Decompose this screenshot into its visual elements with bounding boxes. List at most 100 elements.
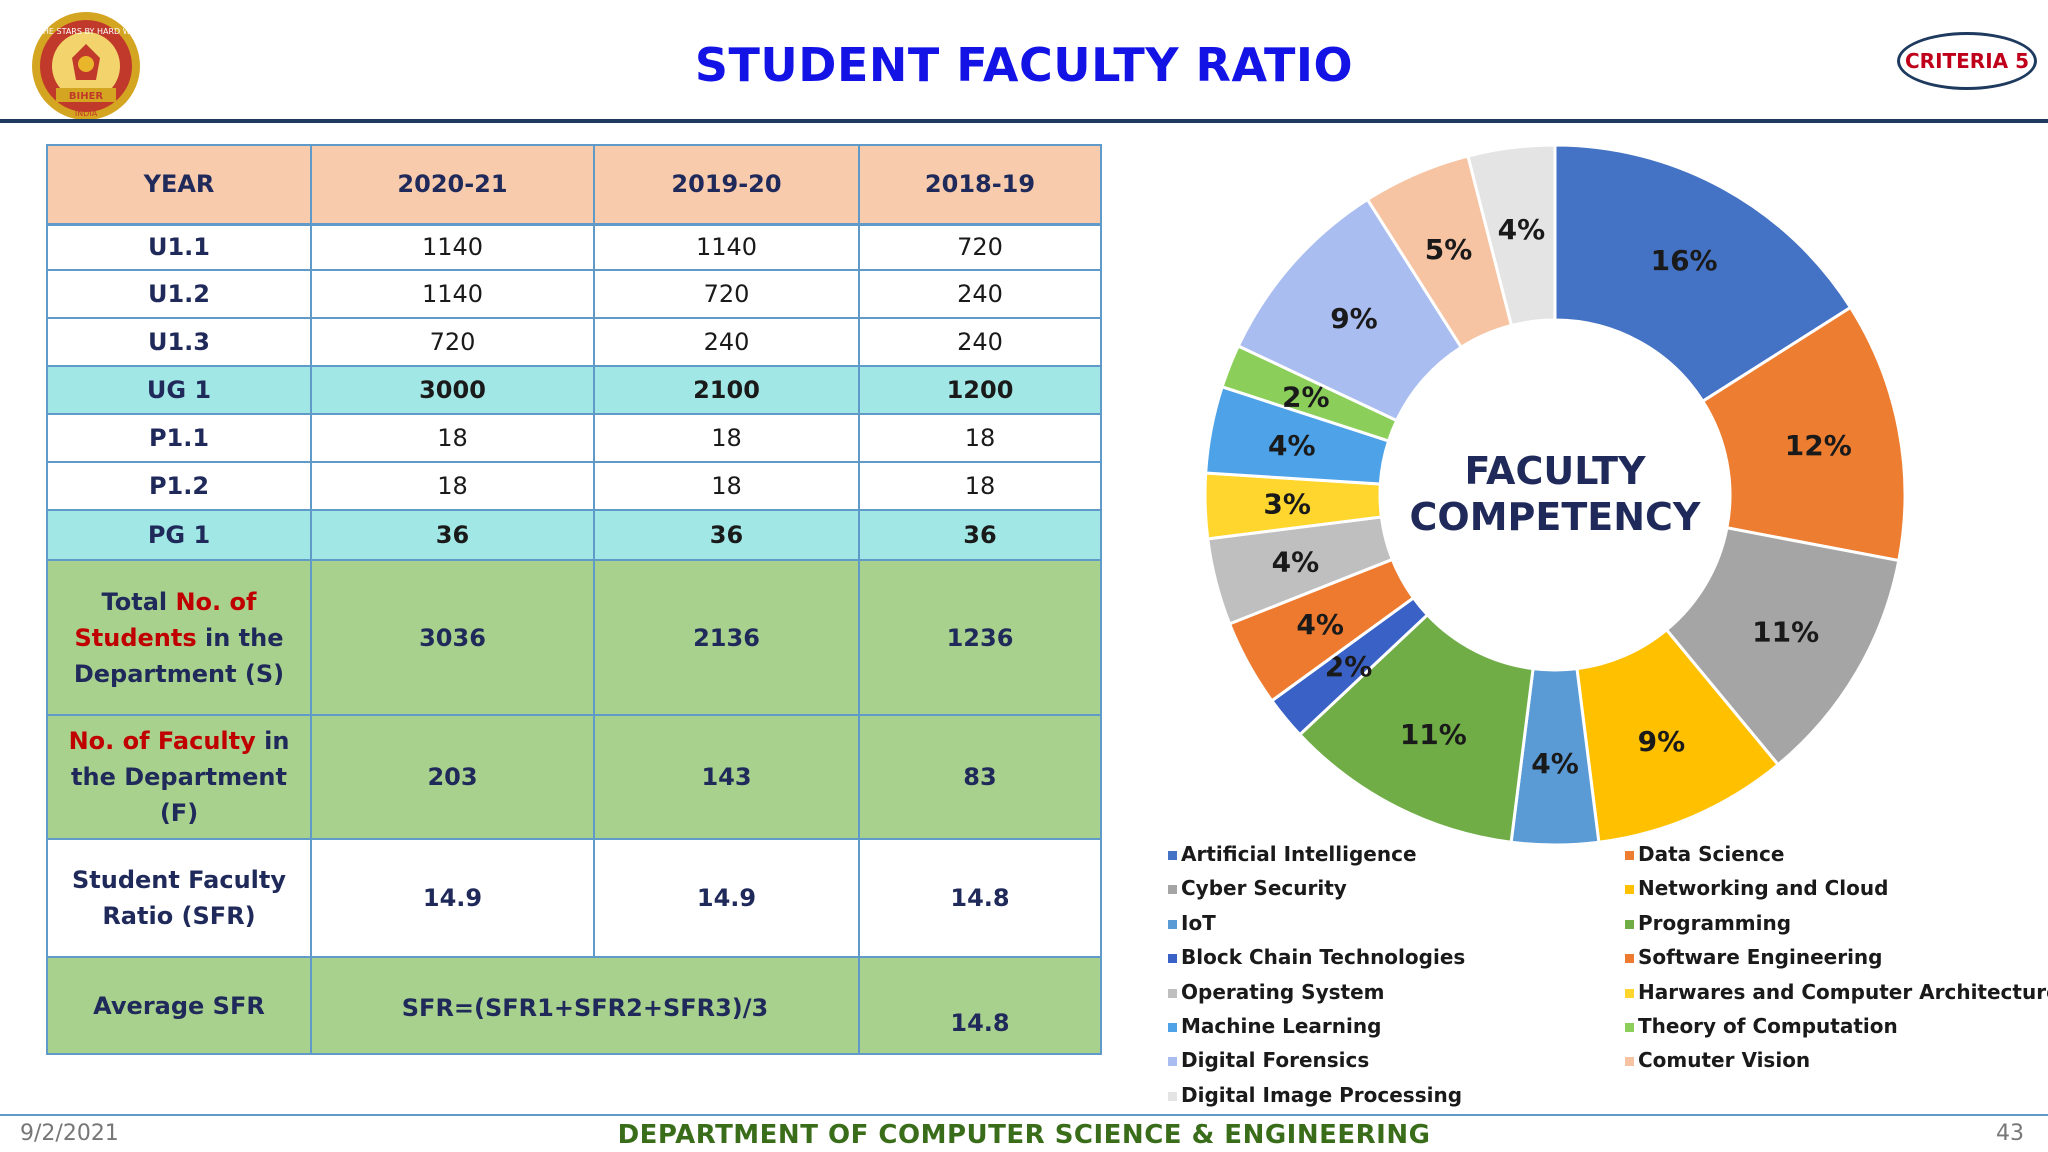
donut-slice-digital-image-processing bbox=[1466, 143, 1557, 328]
cell-value: 1236 bbox=[858, 559, 1102, 716]
label-part: Student Faculty bbox=[71, 866, 287, 894]
table-row-faculty: No. of Faculty in the Department (F) 203 1… bbox=[46, 714, 1102, 840]
cell-value: 2100 bbox=[593, 365, 860, 415]
donut-data-label: 5% bbox=[1425, 233, 1473, 266]
legend-label: Comuter Vision bbox=[1638, 1048, 1811, 1073]
legend-label: IoT bbox=[1181, 910, 1216, 935]
cell-value: 14.8 bbox=[858, 838, 1102, 958]
logo-country: INDIA bbox=[75, 109, 98, 118]
cell-value: 1140 bbox=[593, 223, 860, 271]
legend-swatch bbox=[1168, 1057, 1177, 1067]
label-part: in the bbox=[196, 623, 284, 652]
legend-swatch bbox=[1168, 1091, 1177, 1101]
sfr-table: YEAR 2020-21 2019-20 2018-19 U1.1 1140 1… bbox=[46, 144, 1102, 1055]
legend-label: Harwares and Computer Architecture bbox=[1638, 979, 2048, 1004]
page-number: 43 bbox=[1996, 1121, 2024, 1146]
donut-data-label: 11% bbox=[1752, 615, 1819, 648]
donut-data-label: 4% bbox=[1296, 608, 1344, 641]
legend-label: Digital Forensics bbox=[1181, 1048, 1370, 1073]
row-label: PG 1 bbox=[46, 509, 312, 561]
footer-date: 9/2/2021 bbox=[20, 1121, 119, 1146]
legend-item: Software Engineering bbox=[1625, 945, 1882, 969]
legend-label: Theory of Computation bbox=[1638, 1014, 1898, 1038]
row-label: UG 1 bbox=[46, 365, 312, 415]
table-row-sfr: Student Faculty Ratio (SFR) 14.9 14.9 14.… bbox=[46, 838, 1102, 958]
header-year-2: 2019-20 bbox=[593, 144, 860, 225]
donut-data-label: 11% bbox=[1400, 718, 1467, 751]
sfr-label: Student Faculty Ratio (SFR) bbox=[46, 838, 312, 958]
total-students-label: Total No. of Students in the Department (S… bbox=[46, 559, 312, 716]
label-part: Department (S) bbox=[73, 659, 285, 688]
legend-swatch bbox=[1625, 1023, 1634, 1032]
table-row: P1.2 18 18 18 bbox=[46, 461, 1102, 511]
legend-swatch bbox=[1625, 885, 1634, 895]
donut-data-label: 9% bbox=[1638, 725, 1686, 758]
cell-value: 240 bbox=[858, 317, 1102, 367]
cell-value: 36 bbox=[593, 509, 860, 561]
logo-name: BIHER bbox=[69, 91, 104, 102]
table-row-ug-total: UG 1 3000 2100 1200 bbox=[46, 365, 1102, 415]
cell-value: 18 bbox=[310, 461, 595, 511]
footer-divider bbox=[0, 1114, 2048, 1116]
legend-label: Networking and Cloud bbox=[1638, 876, 1889, 901]
legend-label: Artificial Intelligence bbox=[1181, 842, 1417, 866]
logo-motto: TO THE STARS BY HARD WORK bbox=[23, 27, 148, 36]
donut-center-label: FACULTY COMPETENCY bbox=[1377, 448, 1733, 540]
donut-data-label: 16% bbox=[1651, 244, 1718, 277]
row-label: U1.3 bbox=[46, 317, 312, 367]
cell-value: 2136 bbox=[593, 559, 860, 716]
donut-data-label: 4% bbox=[1272, 546, 1320, 579]
legend-swatch bbox=[1168, 954, 1177, 964]
average-value: 14.8 bbox=[858, 956, 1102, 1055]
average-formula: SFR=(SFR1+SFR2+SFR3)/3 bbox=[310, 956, 860, 1055]
header-year-1: 2020-21 bbox=[310, 144, 595, 225]
label-part: the Department bbox=[71, 763, 287, 791]
institution-logo: TO THE STARS BY HARD WORK BIHER INDIA bbox=[23, 12, 148, 120]
cell-value: 3000 bbox=[310, 365, 595, 415]
cell-value: 1140 bbox=[310, 269, 595, 319]
table-header-row: YEAR 2020-21 2019-20 2018-19 bbox=[46, 144, 1102, 225]
cell-value: 143 bbox=[593, 714, 860, 840]
legend-item: Theory of Computation bbox=[1625, 1014, 1898, 1038]
legend-label: Digital Image Processing bbox=[1181, 1082, 1463, 1107]
legend-label: Cyber Security bbox=[1181, 876, 1347, 901]
center-label-line: COMPETENCY bbox=[1409, 495, 1701, 539]
legend-swatch bbox=[1168, 919, 1177, 929]
donut-data-label: 3% bbox=[1263, 487, 1311, 520]
donut-data-label: 12% bbox=[1785, 429, 1852, 462]
donut-data-label: 9% bbox=[1330, 302, 1378, 335]
legend-swatch bbox=[1625, 919, 1634, 929]
label-part: Ratio (SFR) bbox=[102, 902, 256, 930]
average-label: Average SFR bbox=[46, 956, 312, 1055]
legend-item: Data Science bbox=[1625, 842, 1784, 866]
faculty-competency-donut: 16%12%11%9%4%11%2%4%4%3%4%2%9%5%4% bbox=[1203, 143, 1907, 847]
cell-value: 1140 bbox=[310, 223, 595, 271]
legend-swatch bbox=[1625, 988, 1634, 998]
header-year: YEAR bbox=[46, 144, 312, 225]
legend-item: Digital Forensics bbox=[1168, 1048, 1369, 1072]
legend-item: Comuter Vision bbox=[1625, 1048, 1810, 1072]
legend-item: IoT bbox=[1168, 911, 1216, 935]
legend-swatch bbox=[1168, 851, 1177, 860]
cell-value: 720 bbox=[310, 317, 595, 367]
faculty-label: No. of Faculty in the Department (F) bbox=[46, 714, 312, 840]
table-row: P1.1 18 18 18 bbox=[46, 413, 1102, 463]
row-label: P1.2 bbox=[46, 461, 312, 511]
page-title: STUDENT FACULTY RATIO bbox=[694, 38, 1354, 92]
cell-value: 203 bbox=[310, 714, 595, 840]
legend-label: Software Engineering bbox=[1638, 945, 1883, 970]
legend-swatch bbox=[1625, 851, 1634, 860]
legend-item: Harwares and Computer Architecture bbox=[1625, 980, 2048, 1004]
cell-value: 240 bbox=[593, 317, 860, 367]
criteria-badge: CRITERIA 5 bbox=[1897, 32, 2037, 90]
cell-value: 3036 bbox=[310, 559, 595, 716]
header-divider bbox=[0, 119, 2048, 123]
legend-item: Artificial Intelligence bbox=[1168, 842, 1417, 866]
cell-value: 18 bbox=[858, 413, 1102, 463]
label-part: in bbox=[255, 727, 290, 755]
legend-item: Block Chain Technologies bbox=[1168, 945, 1465, 969]
donut-slice-data-science bbox=[1700, 305, 1907, 563]
cell-value: 1200 bbox=[858, 365, 1102, 415]
legend-swatch bbox=[1168, 988, 1177, 998]
cell-value: 18 bbox=[593, 413, 860, 463]
